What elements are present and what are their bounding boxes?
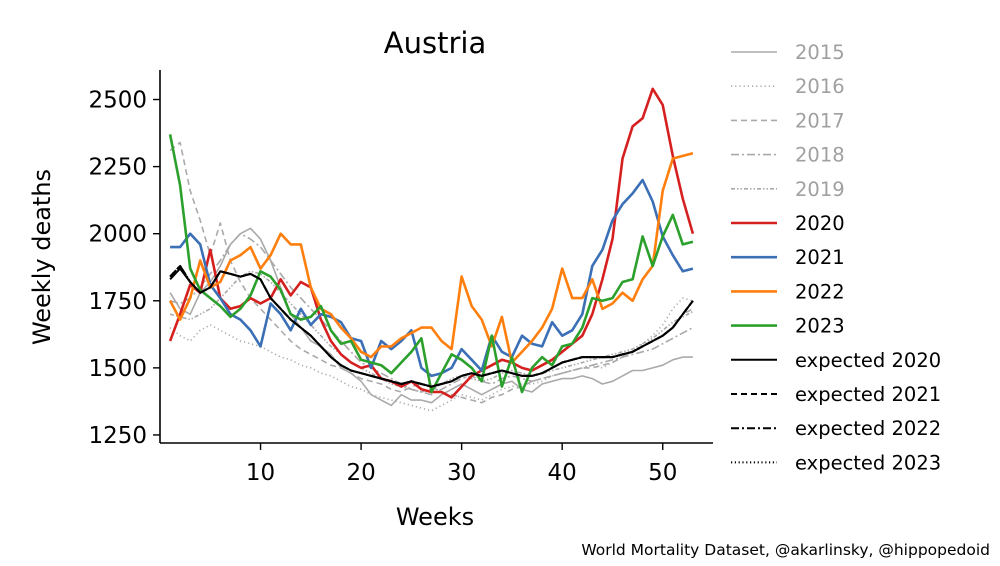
series-line-2019 bbox=[169, 270, 694, 393]
axes: 10 20 30 40 50 1250 1500 1750 2000 2250 2500 bbox=[88, 70, 713, 486]
plot-area bbox=[168, 87, 695, 412]
legend-label: 2016 bbox=[795, 75, 845, 98]
legend-label: 2017 bbox=[795, 109, 845, 132]
legend-label: 2022 bbox=[795, 280, 845, 303]
legend-label: expected 2022 bbox=[795, 417, 941, 440]
credit-text: World Mortality Dataset, @akarlinsky, @h… bbox=[581, 541, 990, 559]
x-tick-label: 20 bbox=[346, 460, 375, 486]
legend-label: 2020 bbox=[795, 212, 845, 235]
legend: 2015 2016 2017 2018 2019 2020 2021 2022 2023 expe… bbox=[731, 41, 941, 474]
x-tick-label: 50 bbox=[648, 460, 677, 486]
x-axis-label: Weeks bbox=[396, 503, 474, 531]
legend-label: 2015 bbox=[795, 41, 845, 64]
series-line-2022 bbox=[168, 151, 694, 364]
chart-title: Austria bbox=[384, 26, 486, 60]
y-tick-label: 2250 bbox=[88, 155, 147, 181]
x-tick-label: 30 bbox=[447, 460, 476, 486]
legend-label: expected 2021 bbox=[795, 383, 941, 406]
y-tick-label: 2500 bbox=[88, 88, 147, 114]
legend-label: 2019 bbox=[795, 178, 845, 201]
series-line-expected-2021 bbox=[169, 264, 694, 388]
series-line-2023 bbox=[168, 134, 694, 394]
y-tick-label: 2000 bbox=[88, 222, 147, 248]
series-line-2018 bbox=[169, 232, 694, 396]
series-line-expected-2022 bbox=[169, 264, 694, 388]
x-tick-label: 40 bbox=[548, 460, 577, 486]
y-tick-label: 1750 bbox=[88, 289, 147, 315]
series-line-2017 bbox=[169, 141, 694, 404]
series-line-2016 bbox=[169, 297, 694, 412]
legend-label: 2023 bbox=[795, 315, 845, 338]
legend-label: expected 2023 bbox=[795, 451, 941, 474]
y-tick-label: 1500 bbox=[88, 356, 147, 382]
series-line-expected-2023 bbox=[169, 264, 694, 388]
series-line-2020 bbox=[168, 87, 695, 399]
y-axis-label: Weekly deaths bbox=[28, 169, 56, 345]
legend-label: 2021 bbox=[795, 246, 845, 269]
y-tick-label: 1250 bbox=[88, 423, 147, 449]
legend-label: expected 2020 bbox=[795, 349, 941, 372]
legend-label: 2018 bbox=[795, 144, 845, 167]
series-line-2015 bbox=[169, 227, 693, 407]
series-line-2021 bbox=[170, 178, 694, 378]
x-tick-label: 10 bbox=[246, 460, 275, 486]
